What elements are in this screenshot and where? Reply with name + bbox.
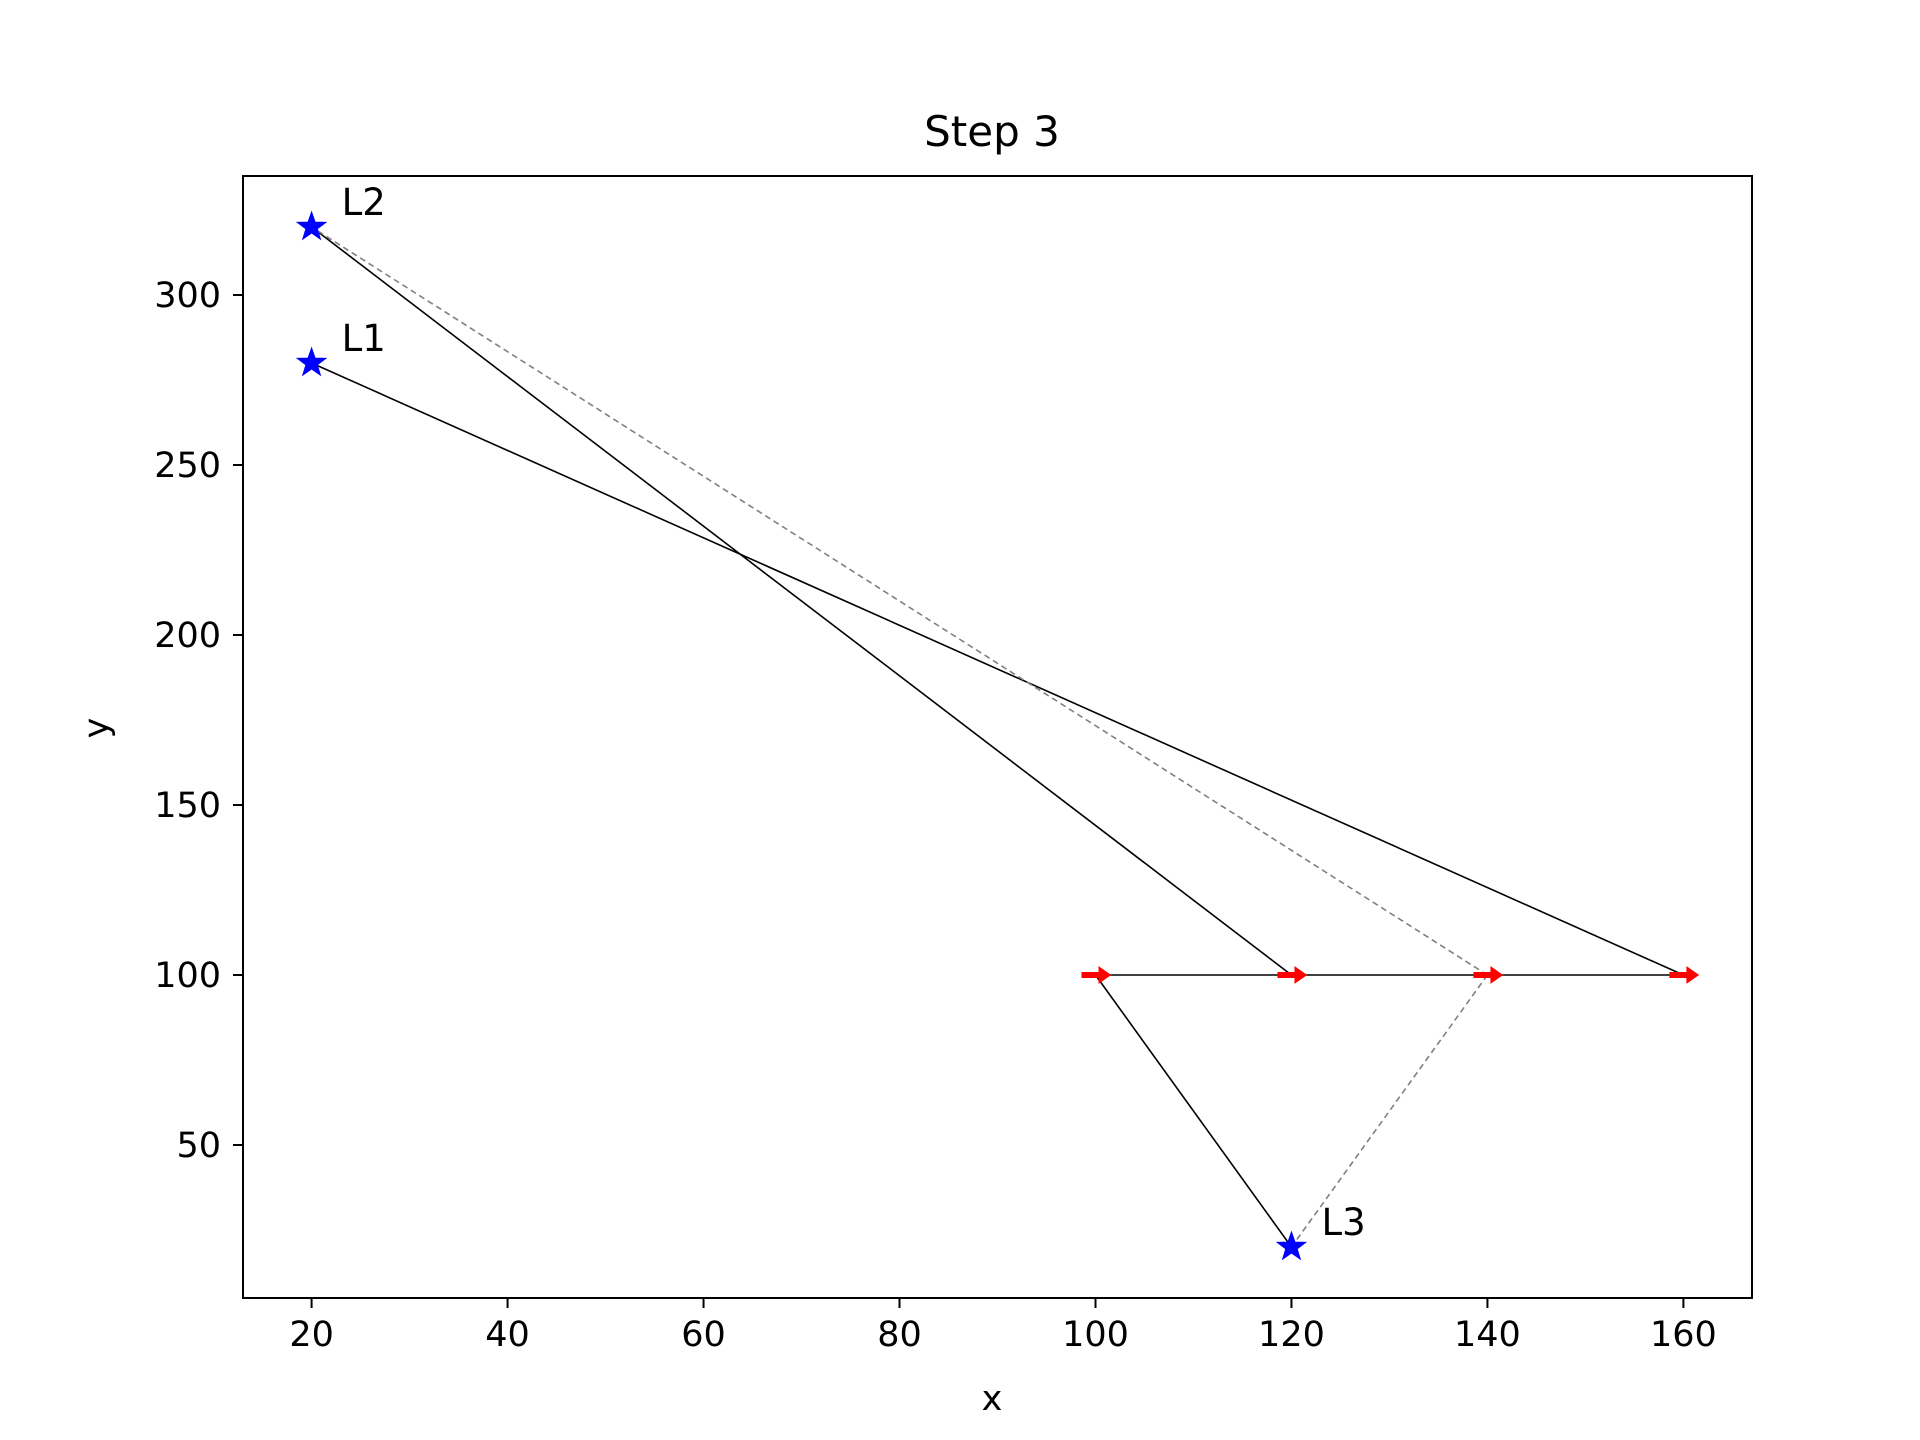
x-axis-label: x [982,1379,1003,1419]
y-axis-label: y [77,718,117,739]
axes: 20 40 60 80 100 120 140 160 50 100 150 200 250 300 [154,175,1753,1355]
x-tick-label: 80 [877,1315,922,1355]
landmark-label: L1 [342,317,386,360]
x-tick-label: 160 [1650,1315,1717,1355]
robot-pose-head [1686,966,1700,984]
landmark-marker [295,210,328,241]
robot-pose-head [1294,966,1308,984]
landmark-label: L2 [342,181,386,224]
robot-pose-arrow [1669,966,1700,984]
observation-line [311,362,1684,976]
y-tick-label: 300 [154,276,221,316]
x-tick-label: 60 [681,1315,726,1355]
robot-pose-head [1490,966,1504,984]
y-tick-label: 50 [176,1126,221,1166]
landmark-label: L3 [1321,1201,1365,1244]
robot-pose-arrow [1277,966,1308,984]
y-tick-label: 200 [154,616,221,656]
x-tick-label: 100 [1062,1315,1129,1355]
robot-pose-arrow [1081,966,1112,984]
x-tick-label: 40 [485,1315,530,1355]
x-tick-label: 120 [1258,1315,1325,1355]
plot-frame [242,175,1753,1299]
x-tick-label: 20 [289,1315,334,1355]
robot-pose-head [1098,966,1112,984]
plot-marks: L1 L2 L3 [295,181,1700,1261]
x-tick-label: 140 [1454,1315,1521,1355]
y-tick-label: 250 [154,446,221,486]
predicted-observation-line [311,226,1488,976]
observation-line [311,226,1292,976]
robot-pose-arrow [1473,966,1504,984]
landmark-marker [1275,1230,1308,1261]
observation-line [1094,974,1293,1248]
y-tick-label: 150 [154,786,221,826]
landmark-marker [295,346,328,377]
y-tick-label: 100 [154,956,221,996]
predicted-observation-line [1290,974,1489,1248]
chart-title: Step 3 [924,107,1060,156]
